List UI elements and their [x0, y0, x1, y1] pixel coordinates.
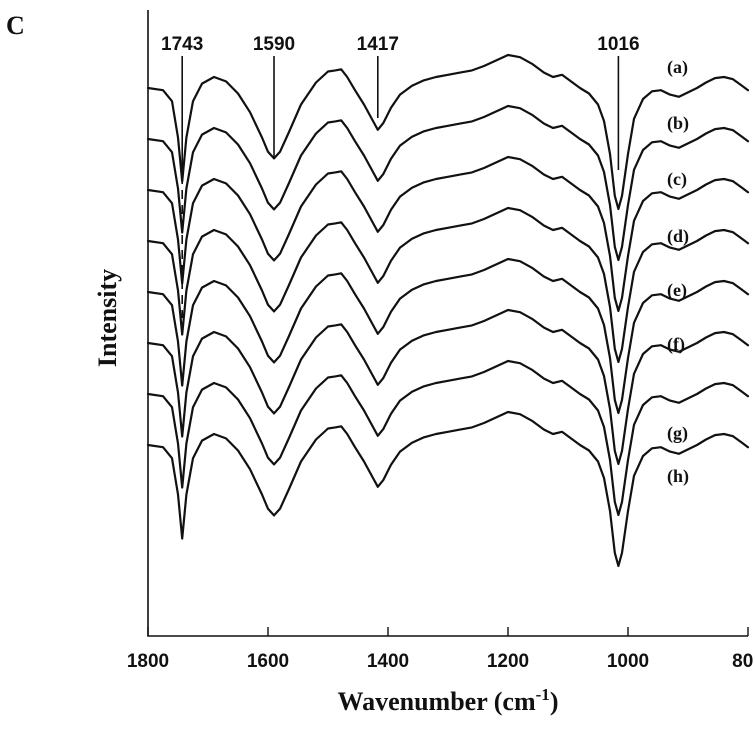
x-tick-label: 1400 — [367, 651, 409, 672]
peak-label: 1417 — [357, 34, 399, 55]
spectrum-line — [146, 104, 750, 262]
x-tick-label: 1800 — [127, 651, 169, 672]
peak-label: 1016 — [597, 34, 639, 55]
spectrum-line — [146, 257, 750, 415]
x-axis-label: Wavenumber (cm-1) — [338, 685, 559, 716]
spectrum-line — [146, 308, 750, 466]
spectrum-line — [146, 359, 750, 517]
spectrum-line — [146, 410, 750, 568]
x-axis-label-superscript: -1 — [536, 685, 550, 704]
series-label: (h) — [667, 466, 689, 487]
y-axis-label: Intensity — [93, 269, 122, 367]
panel-label: C — [6, 11, 25, 40]
x-tick-label: 1000 — [607, 651, 649, 672]
x-tick-label: 1600 — [247, 651, 289, 672]
axis-frame — [147, 10, 748, 637]
x-axis-ticks: 1800 1600 1400 1200 1000 800 — [127, 627, 754, 672]
x-tick-label: 800 — [732, 651, 754, 672]
peak-markers: 1743 1590 1417 1016 — [161, 34, 640, 318]
series-label: (d) — [667, 226, 689, 247]
series-label: (g) — [667, 423, 688, 444]
series-label: (f) — [667, 334, 685, 355]
x-axis-label-base: Wavenumber (cm — [338, 687, 536, 716]
x-tick-label: 1200 — [487, 651, 529, 672]
spectrum-line — [146, 155, 750, 313]
x-axis-label-close: ) — [550, 687, 559, 716]
series-label: (c) — [667, 169, 687, 190]
plot-area: 18001600140012001000800 (a)(b)(c)(d)(e)(… — [127, 10, 754, 672]
series-label: (a) — [667, 57, 688, 78]
spectra-group: (a) (b) (c) (d) (e) (f) (g) (h) — [146, 53, 750, 568]
spectrum-line — [146, 53, 750, 211]
series-label: (e) — [667, 280, 687, 301]
peak-label: 1743 — [161, 34, 203, 55]
series-label: (b) — [667, 113, 689, 134]
spectrum-line — [146, 206, 750, 364]
peak-label: 1590 — [253, 34, 295, 55]
